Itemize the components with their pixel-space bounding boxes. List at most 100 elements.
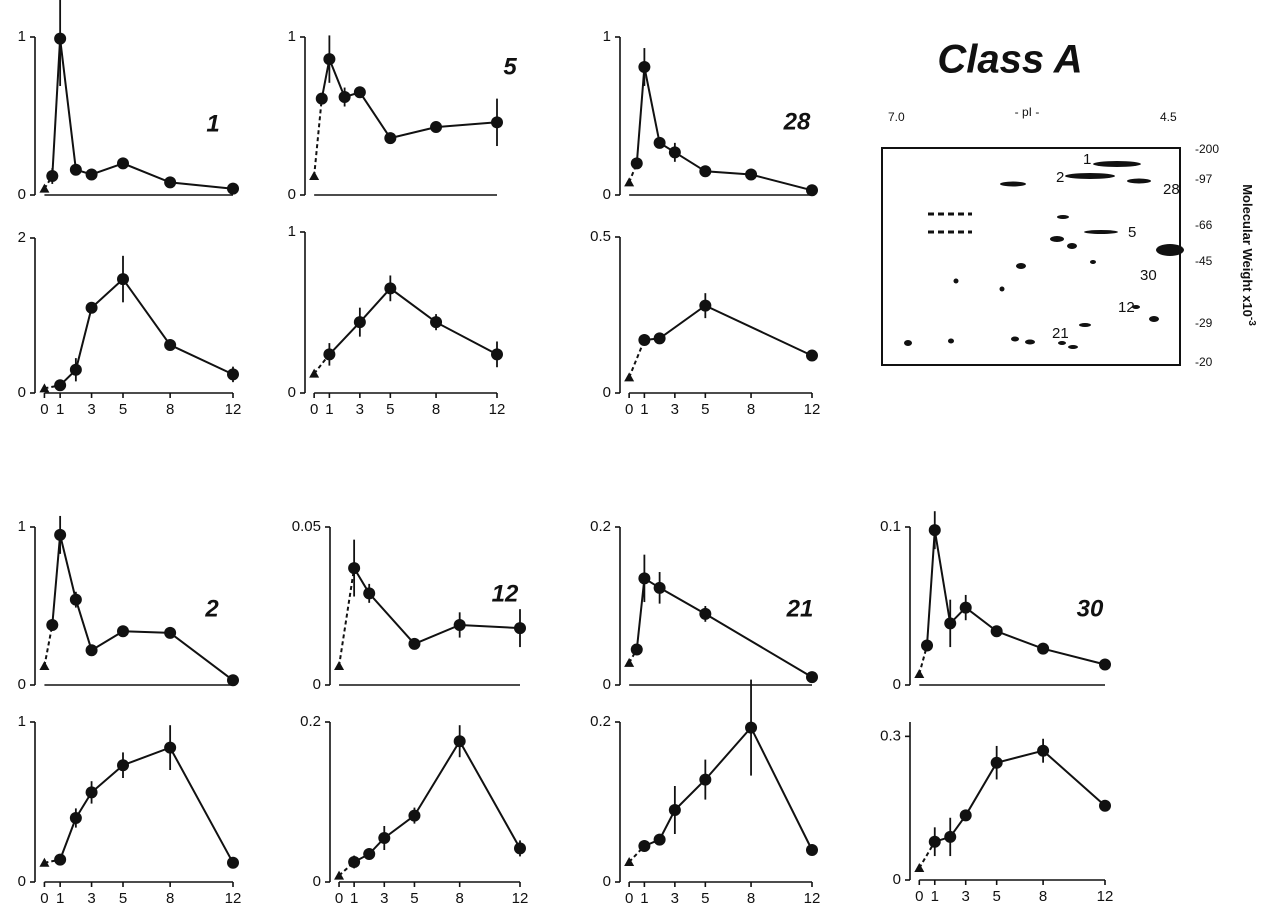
x-tick-label: 3 xyxy=(962,888,970,905)
spot-label: 5 xyxy=(1128,224,1136,241)
point xyxy=(631,643,643,655)
x-tick-label: 3 xyxy=(356,401,364,418)
control-link xyxy=(314,99,322,176)
y-tick-label: 1 xyxy=(288,223,296,240)
point xyxy=(960,809,972,821)
point xyxy=(514,622,526,634)
x-tick-label: 12 xyxy=(489,401,506,418)
mw-labels: -200-97-66-45-29-20 xyxy=(1195,142,1219,369)
y-tick-label: 0 xyxy=(603,186,611,203)
spot xyxy=(1127,179,1151,184)
point xyxy=(70,594,82,606)
y-tick-label: 0 xyxy=(603,384,611,401)
spot xyxy=(1093,161,1141,167)
point xyxy=(54,33,66,45)
spot-label: 12 xyxy=(1118,299,1135,316)
ph-right: 4.5 xyxy=(1160,110,1177,124)
protein-label: 5 xyxy=(503,53,517,80)
point xyxy=(117,273,129,285)
spot xyxy=(1084,230,1118,234)
point xyxy=(117,157,129,169)
point xyxy=(378,832,390,844)
point xyxy=(354,86,366,98)
x-tick-label: 12 xyxy=(225,401,242,418)
point xyxy=(323,348,335,360)
mw-label: -20 xyxy=(1195,355,1213,369)
y-tick-label: 0 xyxy=(603,873,611,890)
x-tick-label: 5 xyxy=(386,401,394,418)
point xyxy=(363,848,375,860)
control-link xyxy=(629,340,644,377)
point xyxy=(430,316,442,328)
series-line xyxy=(60,279,233,385)
spot-label: 21 xyxy=(1052,325,1069,342)
x-tick-label: 8 xyxy=(432,401,440,418)
point xyxy=(638,61,650,73)
point xyxy=(624,857,634,866)
control-link xyxy=(44,625,52,666)
point xyxy=(408,638,420,650)
y-tick-label: 0 xyxy=(18,186,26,203)
point xyxy=(46,619,58,631)
point xyxy=(117,625,129,637)
point xyxy=(316,93,328,105)
panel: 00.130 xyxy=(880,511,1111,693)
y-tick-label: 1 xyxy=(18,28,26,45)
y-tick-label: 0 xyxy=(603,676,611,693)
point xyxy=(70,364,82,376)
spot xyxy=(1067,243,1077,249)
point xyxy=(70,812,82,824)
ph-label: - pI - xyxy=(1015,105,1040,119)
point xyxy=(430,121,442,133)
panel: 00.50135812 xyxy=(590,228,820,418)
point xyxy=(638,840,650,852)
panel: 012 xyxy=(18,516,239,693)
y-tick-label: 0.2 xyxy=(590,518,611,535)
mw-axis-exponent: -3 xyxy=(1246,317,1257,326)
x-tick-label: 1 xyxy=(56,401,64,418)
protein-label: 2 xyxy=(204,595,219,622)
panel: 010135812 xyxy=(18,713,242,907)
spot xyxy=(1011,337,1019,342)
x-tick-label: 8 xyxy=(166,401,174,418)
point xyxy=(54,379,66,391)
spot-label: 2 xyxy=(1056,169,1064,186)
point xyxy=(1037,643,1049,655)
y-tick-label: 0 xyxy=(313,873,321,890)
y-tick-label: 0.1 xyxy=(880,518,901,535)
spot xyxy=(1149,316,1159,322)
x-tick-label: 8 xyxy=(166,890,174,907)
x-tick-label: 5 xyxy=(701,890,709,907)
x-tick-label: 8 xyxy=(456,890,464,907)
point xyxy=(699,774,711,786)
point xyxy=(624,177,634,186)
point xyxy=(164,176,176,188)
y-tick-label: 0 xyxy=(893,676,901,693)
point xyxy=(339,91,351,103)
point xyxy=(929,836,941,848)
series-line xyxy=(644,306,812,356)
y-tick-label: 1 xyxy=(18,713,26,730)
series-line xyxy=(60,748,233,863)
point xyxy=(806,844,818,856)
point xyxy=(745,722,757,734)
point xyxy=(1099,658,1111,670)
x-tick-label: 0 xyxy=(625,401,633,418)
gel-title: Class A xyxy=(937,38,1082,82)
point xyxy=(334,661,344,670)
point xyxy=(654,834,666,846)
spot xyxy=(1016,263,1026,269)
control-link xyxy=(339,568,354,666)
page: {"chart_data": [ {"type": "line", "label… xyxy=(0,0,1264,911)
point xyxy=(745,168,757,180)
x-tick-label: 0 xyxy=(40,890,48,907)
protein-label: 21 xyxy=(786,595,814,622)
x-tick-label: 3 xyxy=(671,401,679,418)
x-tick-label: 5 xyxy=(410,890,418,907)
point xyxy=(1099,800,1111,812)
point xyxy=(46,170,58,182)
x-tick-label: 8 xyxy=(747,401,755,418)
y-tick-label: 1 xyxy=(288,28,296,45)
